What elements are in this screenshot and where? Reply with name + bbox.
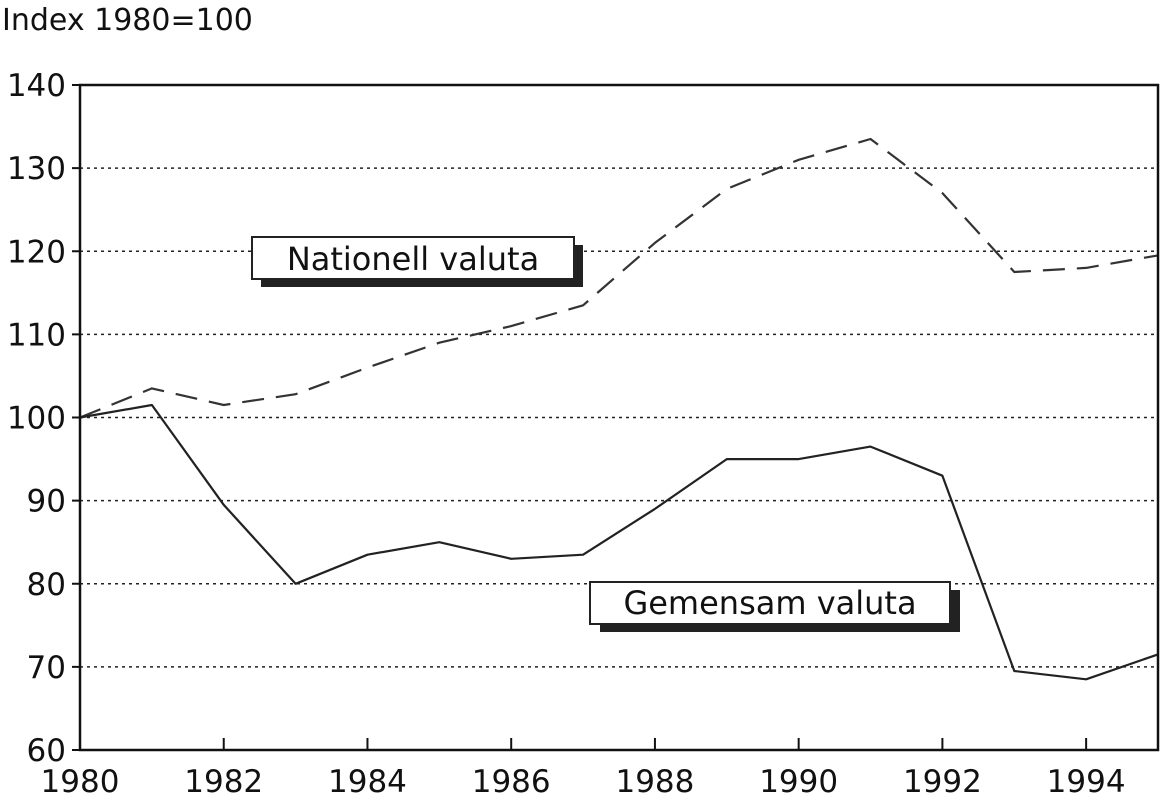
y-tick-label: 120 <box>7 234 66 270</box>
label-text-gemensam-valuta: Gemensam valuta <box>623 584 916 622</box>
series-labels: Nationell valuta Gemensam valuta <box>251 236 960 632</box>
y-tick-label: 130 <box>7 151 66 187</box>
label-nationell-valuta: Nationell valuta <box>251 236 583 287</box>
x-tick-label: 1988 <box>615 764 694 800</box>
x-tick-label: 1980 <box>41 764 120 800</box>
x-tick-label: 1992 <box>903 764 982 800</box>
label-text-nationell-valuta: Nationell valuta <box>287 240 539 278</box>
y-tick-label: 70 <box>27 650 66 686</box>
label-gemensam-valuta: Gemensam valuta <box>589 581 960 632</box>
series-layer <box>79 137 1159 681</box>
x-tick-label: 1982 <box>184 764 263 800</box>
y-tick-label: 100 <box>7 401 66 437</box>
y-axis-ticks: 60 70 80 90 100 110 120 130 140 <box>7 68 80 769</box>
y-tick-label: 60 <box>27 733 66 769</box>
series-line-gemensam-valuta <box>79 403 1159 681</box>
x-axis-ticks: 1980 1982 1984 1986 1988 1990 1992 1994 <box>41 738 1126 800</box>
series-line-nationell-valuta <box>79 137 1159 419</box>
plot-frame <box>78 83 1160 752</box>
x-tick-label: 1990 <box>759 764 838 800</box>
x-tick-label: 1986 <box>472 764 551 800</box>
y-tick-label: 90 <box>27 484 66 520</box>
y-axis-title: Index 1980=100 <box>2 3 253 38</box>
x-tick-label: 1984 <box>328 764 407 800</box>
y-tick-label: 80 <box>27 567 66 603</box>
x-tick-label: 1994 <box>1047 764 1126 800</box>
y-tick-label: 110 <box>7 317 66 353</box>
y-tick-label: 140 <box>7 68 66 104</box>
